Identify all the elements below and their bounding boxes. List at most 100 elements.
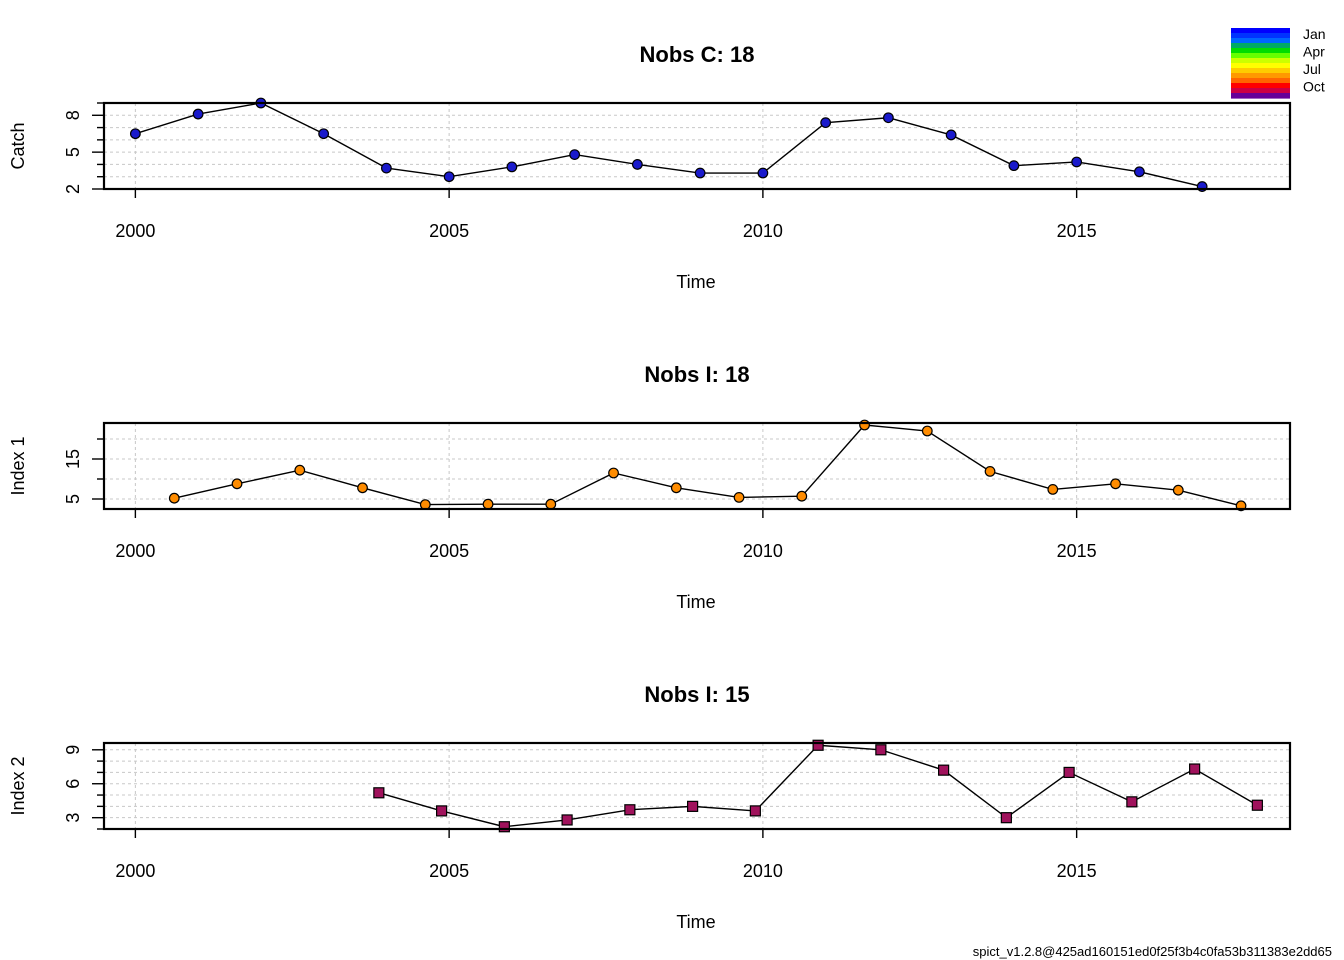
data-point <box>1110 478 1121 490</box>
data-point <box>984 466 996 477</box>
legend-swatch <box>1231 63 1290 69</box>
legend-swatch <box>1231 38 1290 44</box>
x-tick-label: 2015 <box>1057 541 1097 561</box>
data-point <box>318 128 330 140</box>
legend-swatch <box>1231 73 1290 79</box>
data-point <box>569 149 581 161</box>
x-tick-label: 2005 <box>429 221 469 241</box>
x-tick-label: 2005 <box>429 541 469 561</box>
data-point <box>1189 763 1201 775</box>
legend-swatch <box>1231 43 1290 49</box>
data-point <box>498 821 510 833</box>
data-point <box>1000 812 1012 824</box>
data-point <box>670 482 682 494</box>
data-point <box>796 490 808 502</box>
legend-swatch <box>1231 68 1290 74</box>
panel-3: 2000 2005 2010 2015 3 6 9 Nobs I: 15 Time Index 2 <box>8 682 1292 932</box>
data-point <box>1063 766 1075 779</box>
series-line <box>135 102 1203 188</box>
y-ticks <box>92 749 104 830</box>
panel-title: Nobs I: 15 <box>644 682 749 707</box>
x-tick-label: 2000 <box>115 861 155 881</box>
x-axis-label: Time <box>676 272 715 292</box>
data-point <box>1008 160 1020 172</box>
panel-title: Nobs I: 18 <box>644 362 749 387</box>
data-point <box>380 162 392 174</box>
x-axis-label: Time <box>676 912 715 932</box>
legend-swatch <box>1231 33 1290 39</box>
legend-swatch <box>1231 93 1290 99</box>
y-axis-label: Catch <box>8 122 28 169</box>
data-point <box>168 492 180 504</box>
data-point <box>921 425 933 437</box>
y-ticks <box>92 438 104 500</box>
legend-swatch <box>1231 88 1290 94</box>
data-point <box>561 814 573 826</box>
x-tick-label: 2010 <box>743 861 783 881</box>
data-point <box>1133 166 1145 178</box>
data-point <box>694 167 706 179</box>
x-ticks <box>134 829 1078 838</box>
data-point <box>624 804 636 816</box>
series-line <box>174 424 1242 507</box>
panel-title: Nobs C: 18 <box>640 42 755 67</box>
x-tick-label: 2010 <box>743 541 783 561</box>
data-point <box>1172 484 1184 496</box>
y-tick-label: 5 <box>63 147 83 157</box>
panel-1: 2000 2005 2010 2015 2 5 8 Nobs C: 18 Time Catch <box>8 42 1292 292</box>
x-ticks <box>134 509 1078 518</box>
gridlines <box>104 423 1290 509</box>
x-tick-label: 2010 <box>743 221 783 241</box>
data-point <box>1251 799 1263 811</box>
legend-swatch <box>1231 58 1290 64</box>
y-tick-label: 3 <box>63 813 83 823</box>
data-point <box>294 464 306 476</box>
x-axis-label: Time <box>676 592 715 612</box>
legend-swatch <box>1231 83 1290 89</box>
y-tick-label: 9 <box>63 745 83 755</box>
data-point <box>945 129 957 141</box>
data-point <box>1047 484 1059 495</box>
data-point <box>733 492 745 503</box>
plot-frame <box>102 101 1292 191</box>
legend-label: Jan <box>1303 26 1326 42</box>
legend-swatch <box>1231 28 1290 34</box>
gridlines <box>104 102 1290 190</box>
data-point <box>812 739 824 751</box>
panel-2: 2000 2005 2010 2015 5 15 Nobs I: 18 Time Index 1 <box>8 362 1292 612</box>
data-point <box>545 498 557 510</box>
x-tick-label: 2000 <box>115 221 155 241</box>
data-point <box>231 478 243 490</box>
data-point <box>859 419 870 431</box>
y-tick-label: 8 <box>63 110 83 120</box>
data-point <box>608 467 619 479</box>
y-tick-label: 15 <box>63 449 83 469</box>
y-tick-label: 2 <box>63 184 83 194</box>
legend-swatch <box>1231 48 1290 54</box>
data-point <box>129 128 141 140</box>
data-point <box>1071 156 1083 168</box>
data-point <box>443 171 455 183</box>
data-point <box>631 159 643 170</box>
y-tick-label: 6 <box>63 779 83 789</box>
data-point <box>482 498 494 510</box>
y-axis-label: Index 2 <box>8 756 28 815</box>
x-tick-label: 2000 <box>115 541 155 561</box>
data-point <box>373 787 385 799</box>
data-point <box>882 112 894 124</box>
data-point <box>192 108 204 120</box>
data-point <box>506 161 518 173</box>
version-footer: spict_v1.2.8@425ad160151ed0f25f3b4c0fa53… <box>973 944 1332 959</box>
y-tick-label: 5 <box>63 494 83 504</box>
plot-frame <box>102 421 1292 511</box>
y-ticks <box>92 102 104 190</box>
data-point <box>357 482 368 494</box>
data-point <box>749 805 761 817</box>
x-tick-label: 2005 <box>429 861 469 881</box>
data-point <box>820 117 832 129</box>
x-ticks <box>134 189 1078 198</box>
x-tick-label: 2015 <box>1057 221 1097 241</box>
